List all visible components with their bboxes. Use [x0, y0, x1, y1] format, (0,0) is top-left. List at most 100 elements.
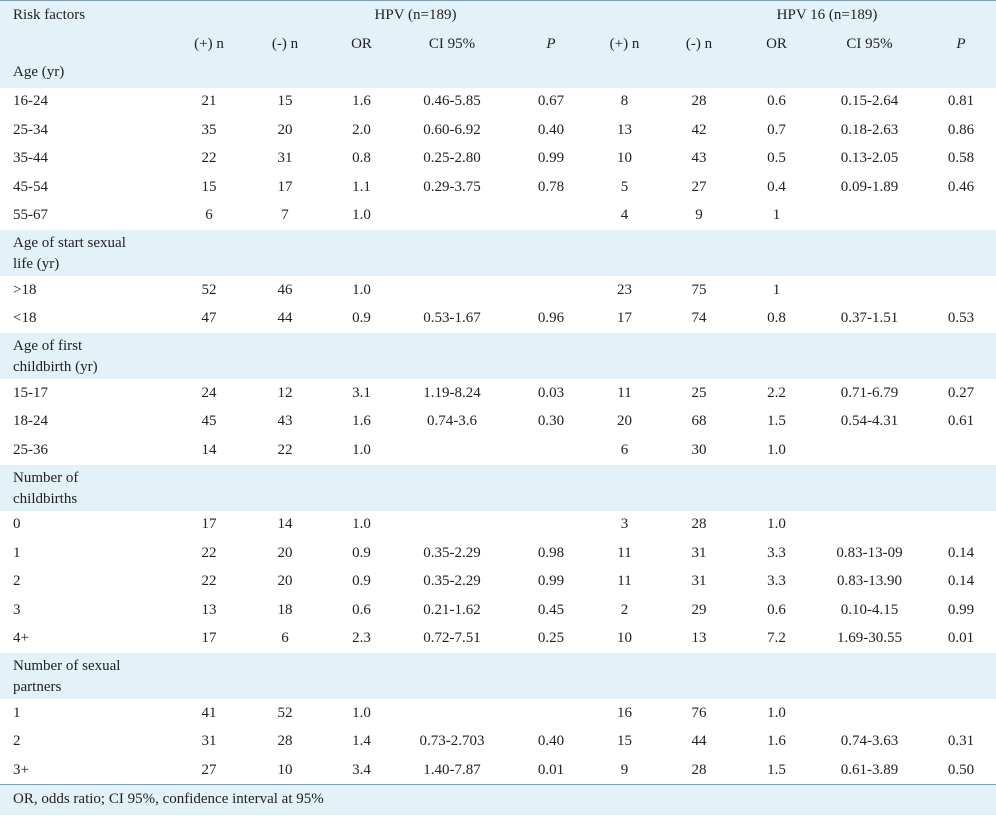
- section-title-line: childbirths: [13, 490, 78, 507]
- table-cell: 10: [277, 761, 293, 778]
- table-cell: 13: [617, 121, 632, 138]
- table-cell: 11: [617, 544, 632, 561]
- table-row: 2 22 20 0.9 0.35-2.29 0.99 11 31 3.3 0.83-13.90 0.…: [0, 568, 996, 597]
- table-cell: [813, 436, 926, 465]
- table-cell: [511, 202, 591, 231]
- table-cell: 0.98: [537, 544, 565, 561]
- table-row: 3 13 18 0.6 0.21-1.62 0.45 2 29 0.6 0.10-4.15 0.99: [0, 596, 996, 625]
- table-cell: 0.35-2.29: [423, 544, 481, 561]
- section-title: Age of first childbirth (yr): [0, 333, 996, 379]
- header-risk-factors: Risk factors: [0, 0, 178, 31]
- table-cell: 24: [201, 384, 217, 401]
- table-cell: 1.6: [352, 93, 371, 110]
- table-cell: 46: [277, 281, 293, 298]
- table-cell: 0.7: [767, 121, 786, 138]
- table-cell: 0.01: [947, 630, 975, 647]
- col-header-hpv-neg-n: (-) n: [271, 36, 299, 52]
- table-cell: [813, 202, 926, 231]
- section-title-line: childbirth (yr): [13, 359, 98, 375]
- table-cell: 28: [277, 733, 293, 750]
- table-cell: 25: [691, 384, 707, 401]
- row-label: >18: [13, 281, 37, 298]
- table-cell: 8: [620, 93, 629, 110]
- table-cell: 27: [201, 761, 217, 778]
- table-cell: 31: [691, 573, 707, 590]
- table-cell: 0.15-2.64: [840, 93, 899, 110]
- table-cell: [511, 511, 591, 540]
- table-cell: 5: [620, 178, 629, 195]
- table-cell: 1.5: [767, 761, 786, 778]
- table-cell: 10: [617, 630, 632, 647]
- table-row: 4+ 17 6 2.3 0.72-7.51 0.25 10 13 7.2 1.69-30.55 0.…: [0, 625, 996, 654]
- row-label: 25-34: [13, 121, 48, 138]
- col-header-hpv-ci95: CI 95%: [428, 36, 476, 52]
- table-cell: 31: [691, 544, 707, 561]
- table-cell: 0.6: [767, 93, 786, 110]
- table-cell: 41: [201, 704, 217, 721]
- table-cell: 0.31: [947, 733, 975, 750]
- table-cell: 0.21-1.62: [423, 601, 481, 618]
- header-hpv-group: HPV (n=189): [240, 0, 591, 31]
- table-cell: 0.30: [537, 413, 565, 430]
- table-cell: 0.13-2.05: [840, 150, 899, 167]
- section-title: Number of childbirths: [0, 465, 996, 511]
- col-header-hpv-or: OR: [351, 36, 372, 52]
- table-cell: 1.40-7.87: [423, 761, 481, 778]
- table-cell: 0.29-3.75: [423, 178, 481, 195]
- table-cell: 0.83-13.90: [837, 573, 902, 590]
- table-cell: 7: [281, 207, 289, 224]
- table-cell: 76: [691, 704, 707, 721]
- table-cell: 23: [617, 281, 632, 298]
- table-cell: 31: [277, 150, 293, 167]
- table-cell: 0.67: [537, 93, 565, 110]
- row-label: 1: [13, 544, 21, 561]
- table-cell: 0.14: [947, 573, 975, 590]
- table-cell: 0.8: [352, 150, 371, 167]
- header-hpv16-group: HPV 16 (n=189): [658, 0, 996, 31]
- table-cell: 43: [277, 413, 293, 430]
- table-cell: [511, 699, 591, 728]
- table-cell: 3.3: [767, 544, 786, 561]
- row-label: 2: [13, 733, 21, 750]
- table-cell: 0.74-3.6: [427, 413, 477, 430]
- table-cell: 52: [201, 281, 217, 298]
- table-cell: 16: [617, 704, 632, 721]
- row-label: 16-24: [13, 93, 48, 110]
- section-header-row: Number of childbirths: [0, 464, 996, 511]
- table-cell: 22: [201, 150, 217, 167]
- table-cell: 0.9: [352, 573, 371, 590]
- table-cell: 0.61-3.89: [840, 761, 899, 778]
- table-cell: 11: [617, 573, 632, 590]
- table-cell: [511, 436, 591, 465]
- table-row: <18 47 44 0.9 0.53-1.67 0.96 17 74 0.8 0.37-1.51 0…: [0, 305, 996, 334]
- table-cell: 0.60-6.92: [423, 121, 481, 138]
- section-title-line: Number of: [13, 469, 79, 486]
- table-cell: 27: [691, 178, 707, 195]
- table-cell: 0.81: [947, 93, 975, 110]
- table-cell: 0.18-2.63: [840, 121, 899, 138]
- table-cell: 0.46: [947, 178, 975, 195]
- table-cell: 1.1: [352, 178, 371, 195]
- table-cell: 20: [277, 573, 293, 590]
- table-cell: 1.0: [352, 281, 371, 298]
- table-cell: 44: [691, 733, 707, 750]
- table-cell: 1.0: [767, 516, 786, 533]
- table-cell: [813, 511, 926, 540]
- table-footnote: OR, odds ratio; CI 95%, confidence inter…: [0, 784, 996, 815]
- table-cell: 0.9: [352, 310, 371, 327]
- section-title-line: life (yr): [13, 256, 60, 272]
- table-cell: 0.54-4.31: [840, 413, 899, 430]
- table-cell: 1.4: [352, 733, 371, 750]
- table-row: 55-67 6 7 1.0 4 9 1: [0, 202, 996, 231]
- table-cell: 0.99: [947, 601, 975, 618]
- table-cell: 0.25-2.80: [423, 150, 481, 167]
- col-header-hpv16-p: P: [956, 36, 966, 52]
- table-cell: 22: [277, 441, 293, 458]
- col-header-hpv16-or: OR: [766, 36, 787, 52]
- table-cell: 52: [277, 704, 293, 721]
- table-cell: 0.73-2.703: [419, 733, 485, 750]
- table-cell: 22: [201, 573, 217, 590]
- table-row: 1 41 52 1.0 16 76 1.0: [0, 699, 996, 728]
- row-label: 25-36: [13, 441, 48, 458]
